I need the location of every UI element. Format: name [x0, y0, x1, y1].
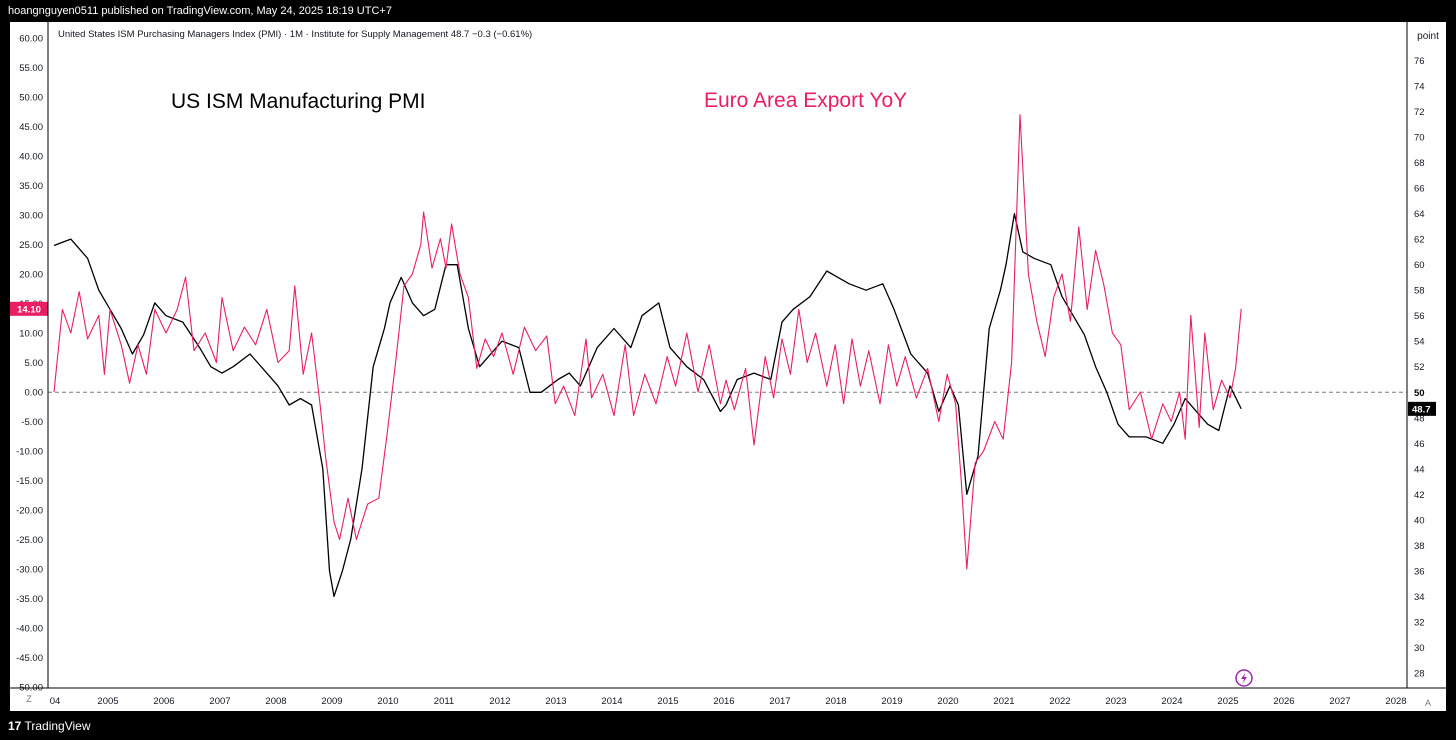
time-axis-tick: 2021	[993, 696, 1014, 707]
right-axis-tick: 36	[1414, 566, 1425, 577]
right-axis-tick: 28	[1414, 668, 1425, 679]
left-axis-tick: 45.00	[19, 122, 43, 133]
export-series-line[interactable]	[53, 114, 1242, 570]
footer-bar: 17 TradingView	[0, 711, 1456, 740]
left-axis-tick: 0.00	[25, 388, 44, 399]
left-axis-tick: -20.00	[16, 506, 43, 517]
left-axis-tick: 5.00	[25, 358, 44, 369]
right-current-value-badge	[1408, 401, 1436, 416]
left-axis-tick: -25.00	[16, 535, 43, 546]
left-axis-tick: -10.00	[16, 447, 43, 458]
tradingview-logo[interactable]: 17 TradingView	[8, 719, 91, 733]
left-axis-tick: 60.00	[19, 34, 43, 45]
left-axis-tick: 30.00	[19, 211, 43, 222]
time-axis-tick: 2026	[1273, 696, 1294, 707]
lightning-icon[interactable]	[1235, 669, 1253, 687]
right-reference-badge	[1408, 385, 1430, 400]
right-axis-tick: 56	[1414, 311, 1425, 322]
right-axis-tick: 38	[1414, 541, 1425, 552]
left-axis-tick: -5.00	[21, 417, 43, 428]
time-axis-tick: 2007	[209, 696, 230, 707]
left-corner-button[interactable]: Z	[26, 694, 32, 704]
export-annotation: Euro Area Export YoY	[704, 89, 907, 112]
right-axis-tick: 40	[1414, 515, 1425, 526]
left-price-axis[interactable]: 60.00 55.00 50.00 45.00 40.00 35.00 30.00 25.00…	[10, 34, 48, 694]
auto-scale-button[interactable]: A	[1425, 698, 1431, 708]
left-current-value-text: 14.10	[17, 304, 41, 315]
time-axis-tick: 2013	[545, 696, 566, 707]
left-axis-tick: 10.00	[19, 329, 43, 340]
right-reference-text: 50	[1414, 388, 1425, 399]
chart-background	[10, 22, 1446, 711]
time-axis-tick: 2024	[1161, 696, 1182, 707]
time-axis-tick: 2016	[713, 696, 734, 707]
right-axis-tick: 64	[1414, 209, 1425, 220]
published-by-header: hoangnguyen0511 published on TradingView…	[8, 5, 392, 17]
pmi-series-line[interactable]	[53, 212, 1242, 598]
left-axis-tick: -45.00	[16, 653, 43, 664]
left-axis-tick: -40.00	[16, 624, 43, 635]
time-axis-tick: 2020	[937, 696, 958, 707]
right-axis-tick: 54	[1414, 337, 1425, 348]
pmi-annotation: US ISM Manufacturing PMI	[171, 90, 425, 113]
right-current-value-text: 48.7	[1412, 404, 1431, 415]
left-axis-tick: -35.00	[16, 594, 43, 605]
left-axis-tick: 50.00	[19, 93, 43, 104]
right-axis-tick: 46	[1414, 439, 1425, 450]
right-axis-tick: 44	[1414, 464, 1425, 475]
left-axis-tick: 20.00	[19, 270, 43, 281]
time-axis-tick: 2011	[434, 696, 454, 707]
time-axis-tick: 04	[50, 696, 61, 707]
plot-area[interactable]	[48, 114, 1407, 598]
left-axis-tick: 35.00	[19, 181, 43, 192]
time-axis-tick: 2028	[1385, 696, 1406, 707]
left-axis-tick: -30.00	[16, 565, 43, 576]
right-axis-tick: 58	[1414, 286, 1425, 297]
tradingview-brand: TradingView	[24, 719, 91, 733]
time-axis-tick: 2019	[881, 696, 902, 707]
right-axis-tick: 42	[1414, 490, 1425, 501]
time-axis-tick: 2009	[321, 696, 342, 707]
tradingview-logo-mark: 17	[8, 719, 22, 733]
time-axis-tick: 2008	[265, 696, 286, 707]
time-axis-tick: 2018	[825, 696, 846, 707]
right-axis-tick: 48	[1414, 413, 1425, 424]
time-axis-tick: 2010	[377, 696, 398, 707]
time-axis-tick: 2022	[1049, 696, 1070, 707]
right-price-axis[interactable]: 76 74 72 70 68 66 64 62 60 58 56 54 52 50 48 46 44 42 40 38…	[1408, 56, 1436, 679]
time-axis-tick: 2023	[1105, 696, 1126, 707]
right-axis-tick: 32	[1414, 617, 1425, 628]
time-axis-tick: 2027	[1329, 696, 1350, 707]
right-axis-tick: 34	[1414, 592, 1425, 603]
time-axis-tick: 2005	[97, 696, 118, 707]
time-axis-tick: 2015	[657, 696, 678, 707]
left-current-value-badge	[10, 301, 48, 316]
right-axis-unit[interactable]: point	[1417, 31, 1439, 42]
chart-legend[interactable]: United States ISM Purchasing Managers In…	[58, 29, 532, 40]
right-axis-tick: 62	[1414, 235, 1425, 246]
right-axis-tick: 70	[1414, 133, 1425, 144]
chart-canvas[interactable]: 60.00 55.00 50.00 45.00 40.00 35.00 30.00 25.00…	[10, 22, 1446, 711]
left-axis-tick: -15.00	[16, 476, 43, 487]
right-axis-tick: 76	[1414, 56, 1425, 67]
right-axis-tick: 30	[1414, 643, 1425, 654]
time-axis-tick: 2014	[601, 696, 622, 707]
time-axis-tick: 2017	[769, 696, 790, 707]
time-axis-tick: 2025	[1217, 696, 1238, 707]
right-axis-tick: 74	[1414, 82, 1425, 93]
right-axis-tick: 72	[1414, 107, 1425, 118]
right-axis-tick: 52	[1414, 362, 1425, 373]
time-axis[interactable]: 04 2005 2006 2007 2008 2009 2010 2011 2012 2013 20…	[50, 696, 1407, 707]
left-axis-tick: 40.00	[19, 152, 43, 163]
time-axis-tick: 2006	[153, 696, 174, 707]
left-axis-tick: 55.00	[19, 63, 43, 74]
right-axis-tick: 68	[1414, 158, 1425, 169]
right-axis-tick: 60	[1414, 260, 1425, 271]
time-axis-tick: 2012	[489, 696, 510, 707]
left-axis-tick: 25.00	[19, 240, 43, 251]
right-axis-tick: 66	[1414, 184, 1425, 195]
